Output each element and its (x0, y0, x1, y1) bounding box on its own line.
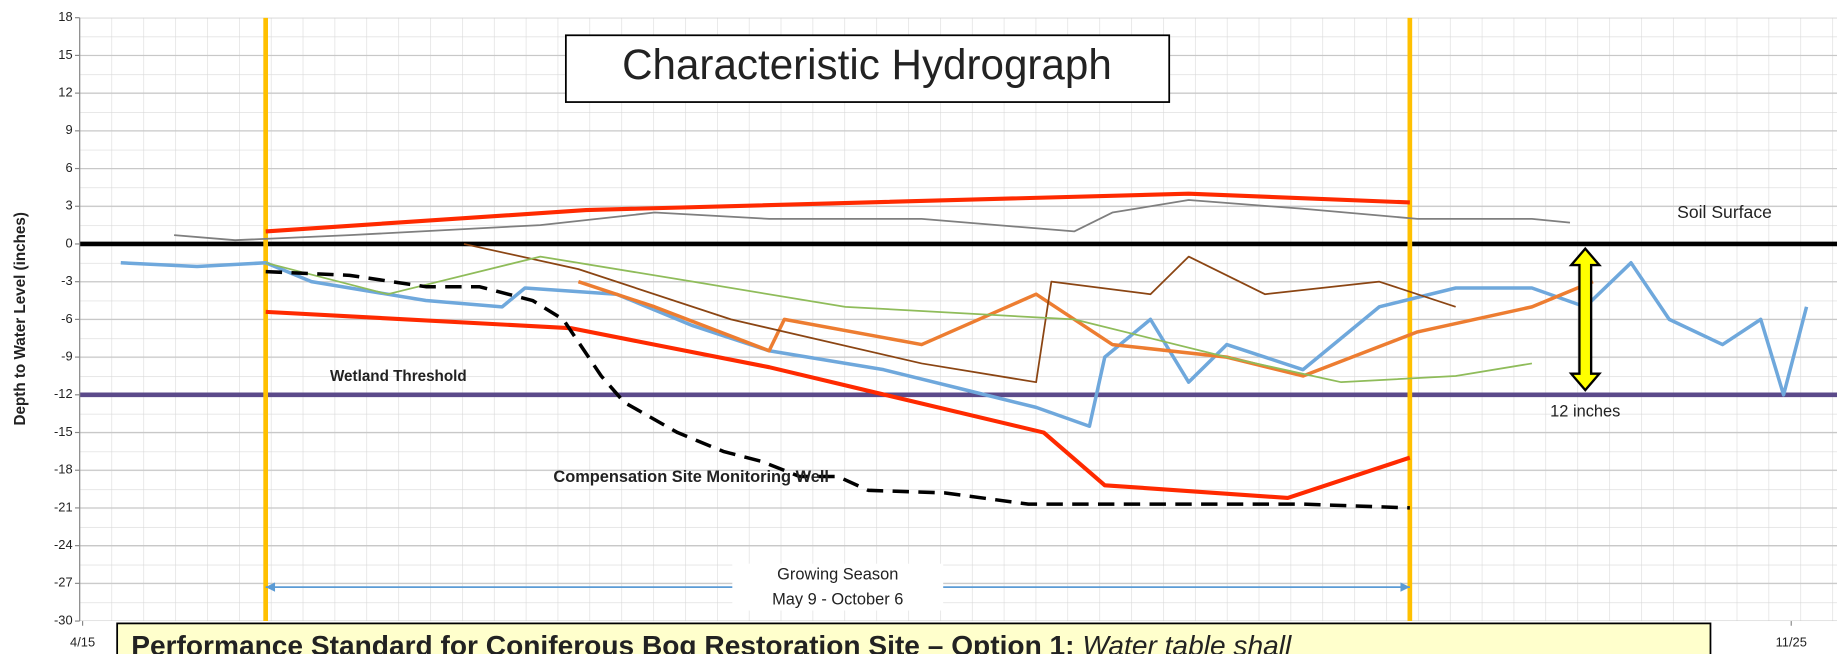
y-tick-label: -9 (61, 349, 72, 364)
span-label-bg (732, 563, 944, 611)
span-label: Growing Season (777, 566, 898, 584)
y-tick-label: -6 (61, 311, 72, 326)
data-line (265, 255, 1533, 384)
footer-text: Performance Standard for Coniferous Bog … (131, 630, 1292, 654)
y-tick-label: 18 (58, 9, 72, 24)
y-tick-label: -24 (54, 537, 73, 552)
reference-label: Wetland Threshold (330, 368, 467, 385)
x-tick-label: 4/15 (70, 635, 95, 650)
data-line (463, 243, 1456, 384)
y-tick-label: -27 (54, 575, 73, 590)
x-tick-label: 11/25 (1776, 635, 1807, 650)
depth-arrow (1568, 246, 1602, 392)
footer-bold: Performance Standard for Coniferous Bog … (131, 630, 1074, 654)
y-tick-label: -3 (61, 273, 72, 288)
y-axis-label: Depth to Water Level (inches) (12, 212, 29, 425)
y-tick-label: 15 (58, 47, 72, 62)
y-tick-label: -21 (54, 499, 73, 514)
y-tick-label: 9 (65, 122, 72, 137)
y-tick-label: -30 (54, 612, 73, 627)
y-tick-label: -18 (54, 462, 73, 477)
y-tick-label: 12 (58, 85, 72, 100)
depth-label: 12 inches (1550, 403, 1620, 421)
plot (79, 17, 1837, 622)
series-label: Compensation Site Monitoring Well (553, 468, 829, 486)
footer-box (116, 622, 1712, 654)
y-tick-label: 0 (65, 235, 72, 250)
y-tick-label: -15 (54, 424, 73, 439)
reference-label: Soil Surface (1677, 202, 1772, 222)
data-line (265, 269, 1410, 510)
y-tick-label: -12 (54, 386, 73, 401)
data-line (120, 261, 1809, 428)
y-tick-label: 3 (65, 198, 72, 213)
title-box (564, 34, 1171, 103)
footer-italic: Water table shall (1075, 630, 1292, 654)
span-label: May 9 - October 6 (772, 590, 903, 608)
data-line (174, 199, 1571, 242)
data-line (265, 191, 1410, 234)
y-tick-label: 6 (65, 160, 72, 175)
annotations: Compensation Site Monitoring Well Soil Su… (265, 202, 1772, 611)
chart-title: Characteristic Hydrograph (622, 41, 1112, 88)
